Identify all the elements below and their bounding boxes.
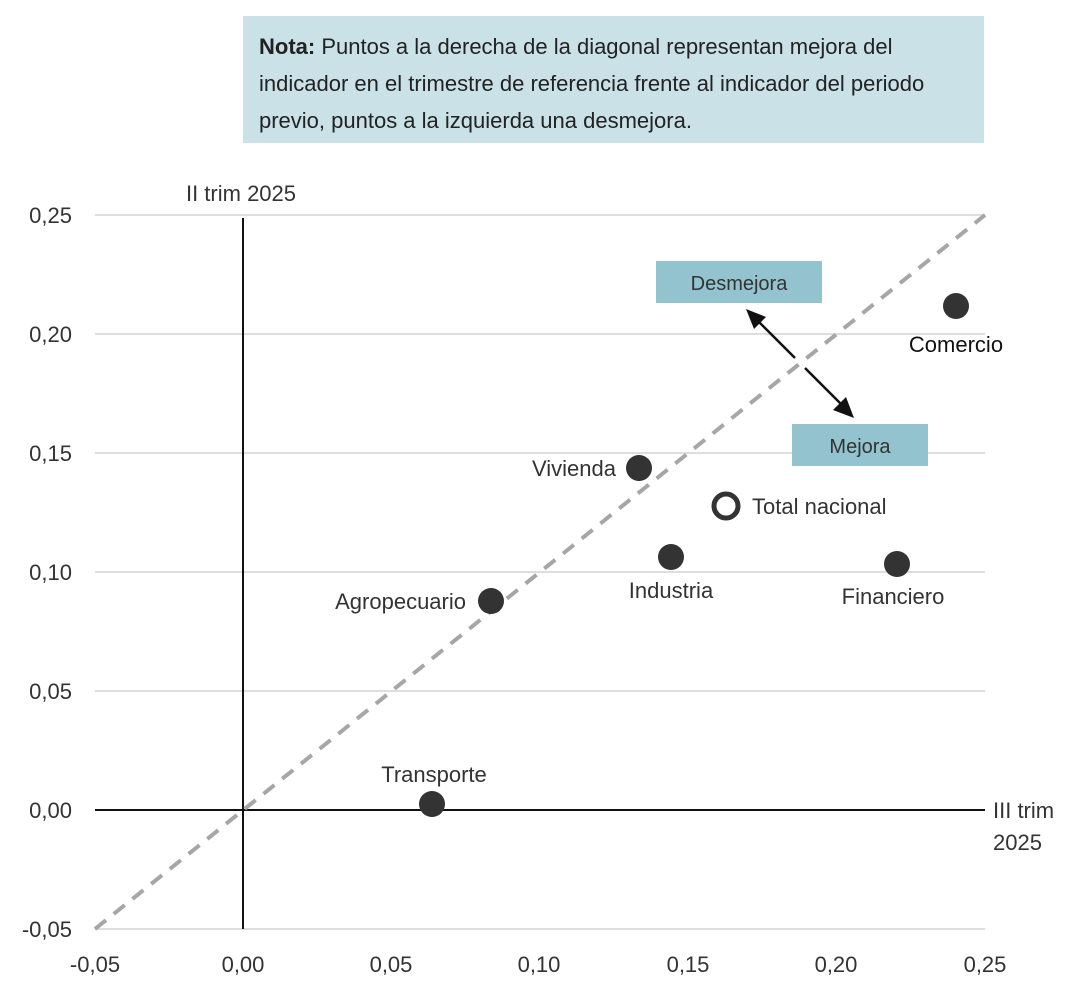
svg-text:0,00: 0,00 xyxy=(222,952,265,977)
svg-text:-0,05: -0,05 xyxy=(22,917,72,942)
svg-text:0,25: 0,25 xyxy=(29,203,72,228)
svg-text:0,25: 0,25 xyxy=(964,952,1007,977)
point-total-nacional xyxy=(711,491,741,521)
point-industria xyxy=(658,544,684,570)
label-industria: Industria xyxy=(629,578,714,603)
desmejora-box xyxy=(656,261,822,303)
point-agropecuario xyxy=(478,588,504,614)
label-financiero: Financiero xyxy=(842,584,945,609)
svg-text:0,15: 0,15 xyxy=(667,952,710,977)
label-total-nacional: Total nacional xyxy=(752,494,887,519)
y-axis-title: II trim 2025 xyxy=(186,181,296,206)
point-vivienda xyxy=(626,455,652,481)
svg-text:-0,05: -0,05 xyxy=(70,952,120,977)
data-points xyxy=(419,293,969,817)
label-agropecuario: Agropecuario xyxy=(335,589,466,614)
x-axis-ticks: -0,05 0,00 0,05 0,10 0,15 0,20 0,25 xyxy=(70,952,1006,977)
note-label: Nota: xyxy=(259,34,316,59)
point-labels: Comercio Vivienda Total nacional Industr… xyxy=(335,332,1003,787)
svg-text:0,10: 0,10 xyxy=(518,952,561,977)
label-vivienda: Vivienda xyxy=(532,456,617,481)
svg-text:0,15: 0,15 xyxy=(29,441,72,466)
mejora-label: Mejora xyxy=(829,436,891,458)
point-comercio xyxy=(943,293,969,319)
point-transporte xyxy=(419,791,445,817)
svg-text:0,00: 0,00 xyxy=(29,798,72,823)
svg-text:0,05: 0,05 xyxy=(29,679,72,704)
svg-text:0,20: 0,20 xyxy=(815,952,858,977)
note-box: Nota: Puntos a la derecha de la diagonal… xyxy=(243,16,984,143)
desmejora-label: Desmejora xyxy=(691,273,789,295)
x-axis-title-line1: III trim xyxy=(993,798,1054,823)
note-text: Puntos a la derecha de la diagonal repre… xyxy=(259,34,925,133)
svg-text:0,05: 0,05 xyxy=(370,952,413,977)
label-transporte: Transporte xyxy=(381,762,487,787)
svg-text:0,10: 0,10 xyxy=(29,560,72,585)
y-axis-ticks: 0,25 0,20 0,15 0,10 0,05 0,00 -0,05 xyxy=(22,203,72,942)
double-arrow-icon xyxy=(746,309,854,418)
x-axis-title-line2: 2025 xyxy=(993,830,1042,855)
label-comercio: Comercio xyxy=(909,332,1003,357)
point-financiero xyxy=(884,551,910,577)
mejora-box xyxy=(792,424,928,466)
svg-text:0,20: 0,20 xyxy=(29,322,72,347)
